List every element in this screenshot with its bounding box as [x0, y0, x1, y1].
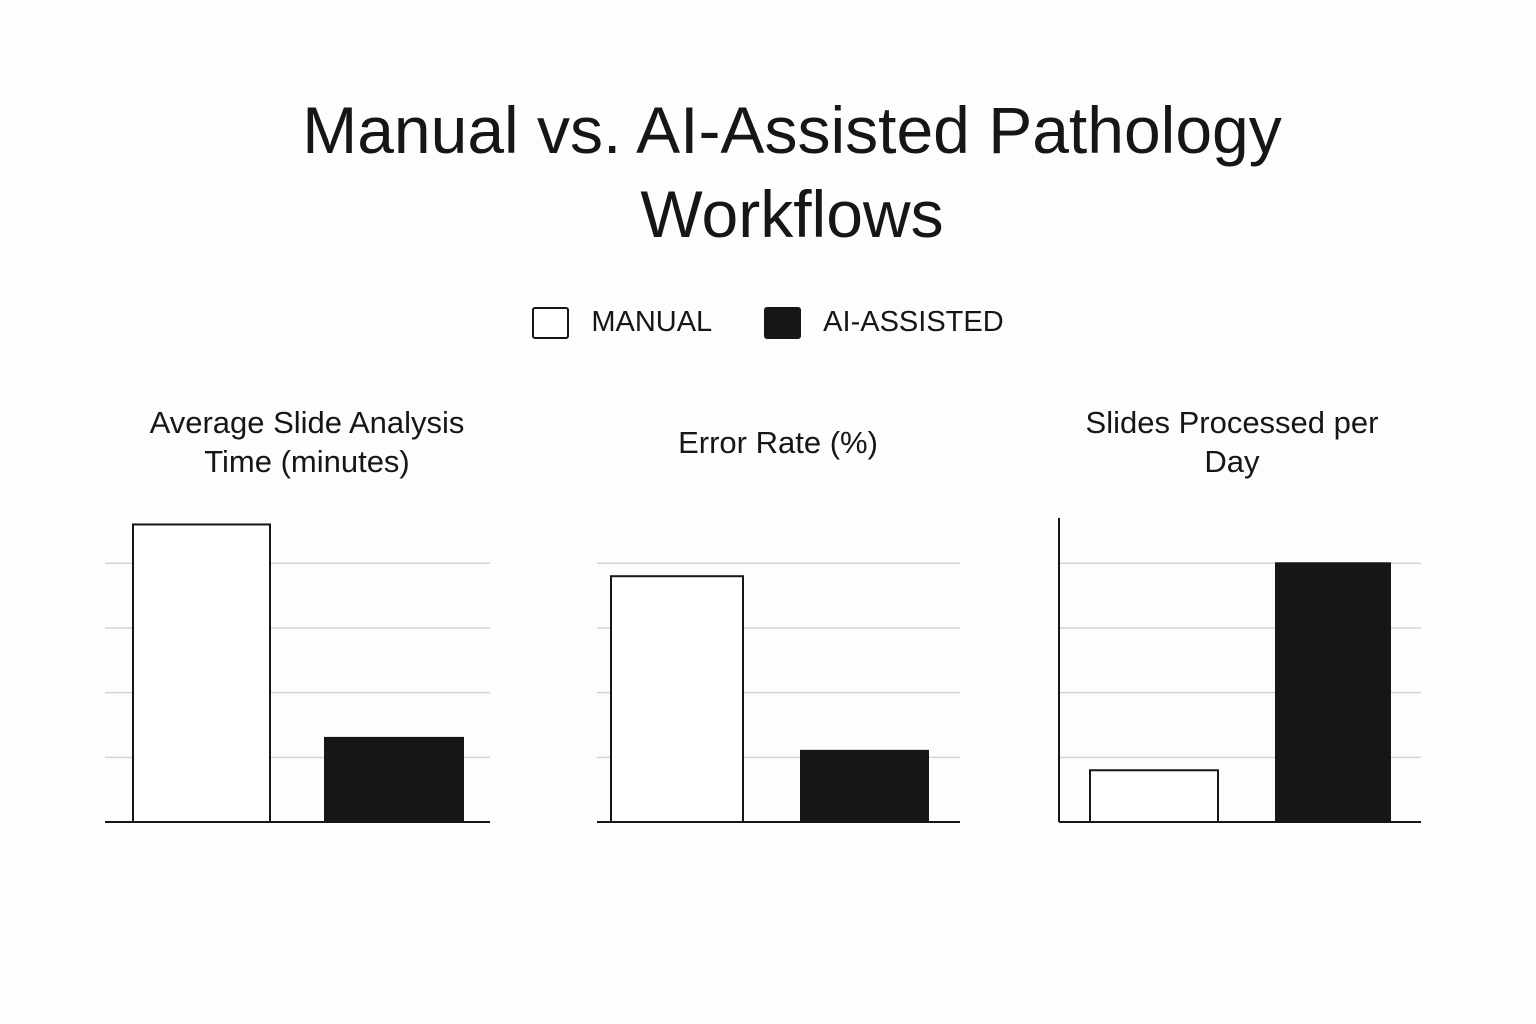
bar [610, 575, 744, 823]
legend: MANUAL AI-ASSISTED [0, 306, 1536, 339]
legend-swatch [764, 306, 802, 339]
subchart-title: Slides Processed per Day [1085, 405, 1379, 479]
bar [800, 749, 929, 824]
subchart-title: Error Rate (%) [678, 424, 878, 460]
bar [1089, 769, 1219, 823]
legend-label: MANUAL [591, 306, 713, 338]
bar [132, 523, 271, 823]
bar [324, 736, 464, 824]
chart-title: Manual vs. AI-Assisted Pathology Workflo… [302, 93, 1282, 251]
legend-swatch [532, 306, 570, 339]
legend-item: AI-ASSISTED [764, 306, 1004, 339]
subchart-title: Average Slide Analysis Time (minutes) [149, 405, 465, 479]
legend-item: MANUAL [532, 306, 712, 339]
bar [1275, 562, 1391, 824]
legend-label: AI-ASSISTED [823, 306, 1004, 338]
